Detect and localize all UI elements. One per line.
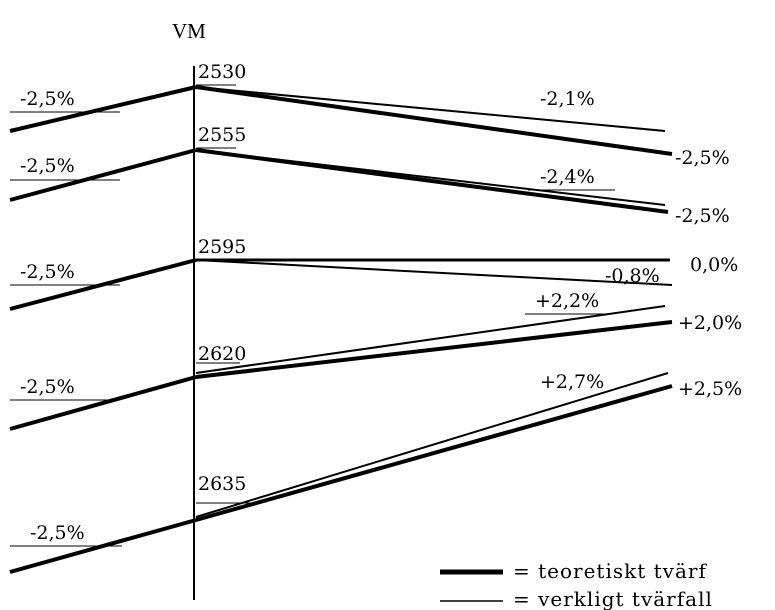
actual-slope-label: -2,4%: [540, 166, 595, 188]
left-slope-label: -2,5%: [20, 88, 75, 110]
theoretical-slope-label: 0,0%: [690, 254, 738, 276]
theoretical-slope-label: +2,0%: [678, 312, 742, 334]
actual-slope-label: -0,8%: [605, 265, 660, 287]
legend: = teoretiskt tvärf = verkligt tvärfall: [440, 559, 713, 610]
left-slope-label: -2,5%: [30, 522, 85, 544]
section-2635: -2,5% 2635 +2,7% +2,5%: [9, 371, 742, 574]
station-label: 2555: [198, 124, 246, 146]
legend-actual-label: = verkligt tvärfall: [513, 587, 713, 610]
theoretical-slope-label: -2,5%: [675, 147, 730, 169]
diagram-title: VM: [172, 19, 206, 43]
section-2620: -2,5% 2620 +2,2% +2,0%: [9, 290, 742, 431]
actual-slope-label: +2,7%: [540, 371, 604, 393]
left-slope-label: -2,5%: [20, 155, 75, 177]
actual-slope-label: -2,1%: [540, 88, 595, 110]
left-slope-line: [9, 148, 197, 202]
actual-slope-label: +2,2%: [535, 290, 599, 312]
left-slope-label: -2,5%: [20, 261, 75, 283]
theoretical-slope-line: [195, 384, 673, 522]
station-label: 2635: [198, 473, 246, 495]
actual-slope-line: [195, 86, 666, 132]
actual-slope-line: [195, 305, 666, 374]
station-label: 2620: [198, 343, 246, 365]
section-2555: -2,5% 2555 -2,4% -2,5%: [9, 124, 730, 227]
left-slope-line: [9, 375, 197, 431]
theoretical-slope-line: [195, 148, 669, 214]
section-2530: -2,5% 2530 -2,1% -2,5%: [9, 61, 730, 169]
theoretical-slope-line: [195, 320, 673, 379]
theoretical-slope-line: [195, 85, 673, 156]
actual-slope-line: [195, 259, 673, 286]
station-label: 2595: [198, 236, 246, 258]
legend-theoretical-label: = teoretiskt tvärf: [513, 559, 707, 583]
theoretical-slope-label: +2,5%: [678, 378, 742, 400]
left-slope-label: -2,5%: [20, 376, 75, 398]
section-2595: -2,5% 2595 -0,8% 0,0%: [9, 236, 738, 311]
station-label: 2530: [198, 61, 246, 83]
theoretical-slope-label: -2,5%: [675, 205, 730, 227]
left-slope-line: [9, 85, 197, 133]
actual-slope-line: [195, 372, 669, 518]
